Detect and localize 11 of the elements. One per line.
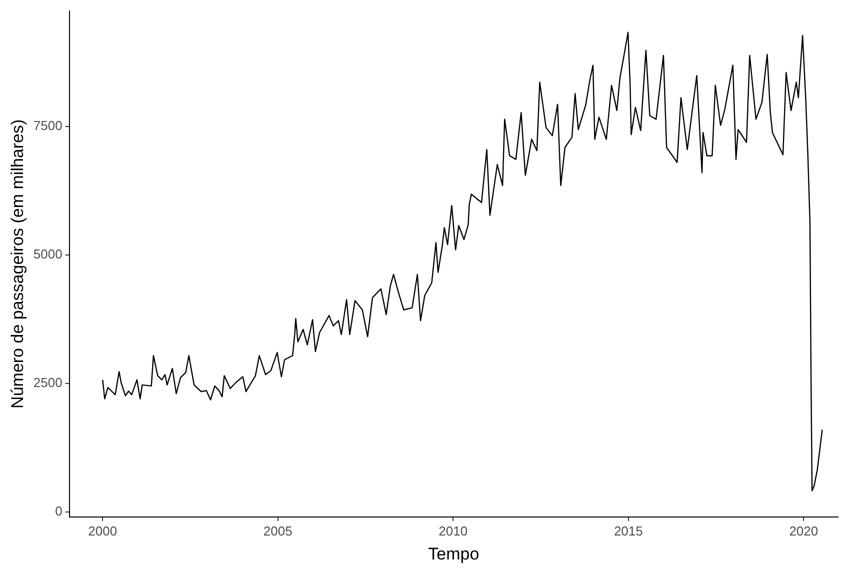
y-axis-title: Número de passageiros (em milhares) — [8, 119, 27, 408]
x-tick-label: 2010 — [438, 523, 468, 538]
x-tick-label: 2005 — [263, 523, 292, 538]
y-tick-label: 7500 — [33, 118, 62, 134]
x-tick-label: 2015 — [614, 523, 643, 538]
x-tick-label: 2020 — [789, 523, 818, 538]
x-axis-title: Tempo — [428, 544, 480, 564]
x-tick-label: 2000 — [88, 523, 118, 538]
y-tick-label: 0 — [55, 503, 62, 518]
y-tick-label: 2500 — [33, 374, 62, 390]
y-tick-label: 5000 — [33, 246, 62, 262]
